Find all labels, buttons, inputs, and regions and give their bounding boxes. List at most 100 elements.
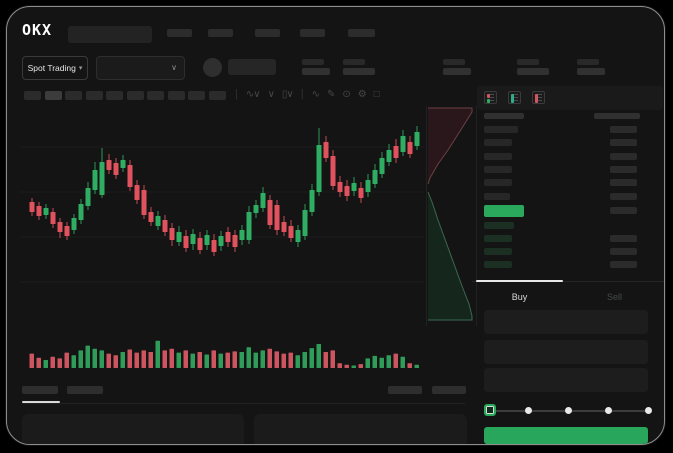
timeframe-button[interactable] bbox=[106, 91, 123, 100]
last-price-amount-placeholder bbox=[610, 207, 637, 214]
tab-sell-label: Sell bbox=[606, 292, 622, 302]
ticker-stat bbox=[302, 59, 336, 76]
bid-row-price-placeholder[interactable] bbox=[484, 248, 512, 255]
order-form-field[interactable] bbox=[484, 340, 648, 364]
chart-tools: | ∿∨ ∨ ▯∨ | ∿ ✎ ⊙ ⚙ □ bbox=[235, 88, 380, 100]
tab-buy-label: Buy bbox=[511, 292, 528, 302]
ask-row-price-placeholder[interactable] bbox=[484, 166, 512, 173]
stat-label-placeholder bbox=[443, 59, 465, 65]
stat-label-placeholder bbox=[302, 59, 324, 65]
bottom-active-tab-underline bbox=[22, 401, 60, 403]
stat-value-placeholder bbox=[343, 68, 375, 75]
snapshot-icon[interactable]: ⊙ bbox=[342, 88, 350, 100]
timeframe-button[interactable] bbox=[167, 91, 185, 100]
ask-row-price-placeholder[interactable] bbox=[484, 153, 512, 160]
slider-stop-dot[interactable] bbox=[525, 407, 532, 414]
ticker-stat bbox=[443, 59, 477, 76]
candle-style-icon[interactable]: ▯∨ bbox=[281, 88, 294, 100]
stat-value-placeholder bbox=[302, 68, 330, 75]
bottom-action-placeholder[interactable] bbox=[388, 386, 422, 394]
timeframe-button[interactable] bbox=[188, 91, 205, 100]
tab-buy[interactable]: Buy bbox=[472, 288, 567, 306]
chevron-down-icon: ∨ bbox=[171, 63, 177, 72]
toolbar-separator: | bbox=[300, 88, 304, 100]
device-frame: OKX Spot Trading ▾ ∨ | ∿∨ ∨ ▯∨ | ∿ ✎ ⊙ ⚙ □ Buy Se… bbox=[6, 6, 665, 445]
orderbook-bids-view-icon[interactable] bbox=[508, 91, 521, 104]
toolbar-separator: | bbox=[235, 88, 238, 100]
orderbook-price-header-placeholder bbox=[484, 113, 524, 119]
active-tab-indicator bbox=[476, 280, 563, 282]
ask-row-amount-placeholder[interactable] bbox=[610, 153, 637, 160]
settings-icon[interactable]: ⚙ bbox=[357, 88, 367, 100]
ask-row-price-placeholder[interactable] bbox=[484, 139, 512, 146]
nav-item-placeholder[interactable] bbox=[348, 29, 375, 37]
timeframe-button[interactable] bbox=[44, 91, 62, 100]
market-type-label: Spot Trading bbox=[27, 63, 76, 73]
bottom-action-placeholder[interactable] bbox=[432, 386, 466, 394]
ask-row-amount-placeholder[interactable] bbox=[610, 193, 637, 200]
pair-dropdown[interactable]: ∨ bbox=[96, 56, 185, 80]
bid-row-price-placeholder[interactable] bbox=[484, 235, 512, 242]
order-form-field[interactable] bbox=[484, 368, 648, 392]
timeframe-button[interactable] bbox=[24, 91, 41, 100]
market-type-selector[interactable]: Spot Trading ▾ bbox=[22, 56, 88, 80]
ask-row-price-placeholder[interactable] bbox=[484, 126, 518, 133]
chart-type-icon[interactable]: ∿∨ bbox=[245, 88, 261, 100]
chevron-down-icon: ▾ bbox=[78, 65, 83, 72]
indicators-icon[interactable]: ∿ bbox=[311, 88, 320, 100]
buy-submit-button[interactable] bbox=[484, 427, 648, 444]
timeframe-button[interactable] bbox=[126, 91, 144, 100]
slider-stop-dot[interactable] bbox=[605, 407, 612, 414]
bid-row-amount-placeholder[interactable] bbox=[610, 261, 637, 268]
ask-row-amount-placeholder[interactable] bbox=[610, 179, 637, 186]
timeframe-button[interactable] bbox=[208, 91, 226, 100]
order-form-field[interactable] bbox=[484, 310, 648, 334]
tab-divider bbox=[472, 281, 664, 282]
ask-row-amount-placeholder[interactable] bbox=[610, 126, 637, 133]
tab-sell[interactable]: Sell bbox=[567, 288, 662, 306]
nav-item-placeholder[interactable] bbox=[255, 29, 280, 37]
stat-value-placeholder bbox=[517, 68, 549, 75]
ticker-stat bbox=[577, 59, 611, 76]
stat-label-placeholder bbox=[577, 59, 599, 65]
slider-stop-dot[interactable] bbox=[565, 407, 572, 414]
okx-logo: OKX bbox=[22, 21, 53, 39]
ask-row-price-placeholder[interactable] bbox=[484, 193, 510, 200]
ask-row-price-placeholder[interactable] bbox=[484, 179, 512, 186]
nav-item-placeholder[interactable] bbox=[300, 29, 325, 37]
slider-stop-dot[interactable] bbox=[645, 407, 652, 414]
fullscreen-icon[interactable]: □ bbox=[373, 88, 380, 100]
bottom-tab-placeholder[interactable] bbox=[22, 386, 58, 394]
bottom-tab-divider bbox=[22, 403, 465, 404]
bid-row-amount-placeholder[interactable] bbox=[610, 235, 637, 242]
stat-value-placeholder bbox=[577, 68, 605, 75]
candlestick-chart bbox=[20, 126, 424, 368]
pair-name-placeholder[interactable] bbox=[228, 59, 276, 75]
orderbook-combined-view-icon[interactable] bbox=[484, 91, 497, 104]
stat-label-placeholder bbox=[517, 59, 539, 65]
bottom-info-panel bbox=[22, 414, 244, 444]
coin-avatar[interactable] bbox=[203, 58, 222, 77]
orderbook-header-strip bbox=[477, 86, 663, 110]
last-price-highlight[interactable] bbox=[484, 205, 524, 217]
compare-icon[interactable]: ∨ bbox=[267, 88, 275, 100]
ask-row-amount-placeholder[interactable] bbox=[610, 139, 637, 146]
stat-label-placeholder bbox=[343, 59, 365, 65]
bid-row-price-placeholder[interactable] bbox=[484, 261, 512, 268]
bid-row-amount-placeholder[interactable] bbox=[610, 248, 637, 255]
orderbook-asks-view-icon[interactable] bbox=[532, 91, 545, 104]
timeframe-button[interactable] bbox=[147, 91, 164, 100]
timeframe-button[interactable] bbox=[65, 91, 82, 100]
draw-icon[interactable]: ✎ bbox=[326, 88, 335, 100]
ticker-stat bbox=[517, 59, 551, 76]
nav-item-placeholder[interactable] bbox=[208, 29, 233, 37]
ask-row-amount-placeholder[interactable] bbox=[610, 166, 637, 173]
amount-slider-handle[interactable] bbox=[484, 404, 496, 416]
depth-chart bbox=[426, 106, 477, 326]
timeframe-button[interactable] bbox=[85, 91, 103, 100]
nav-item-placeholder[interactable] bbox=[167, 29, 192, 37]
bid-row-price-placeholder[interactable] bbox=[484, 222, 514, 229]
search-input[interactable] bbox=[68, 26, 152, 43]
bottom-tab-placeholder[interactable] bbox=[67, 386, 103, 394]
stat-value-placeholder bbox=[443, 68, 471, 75]
